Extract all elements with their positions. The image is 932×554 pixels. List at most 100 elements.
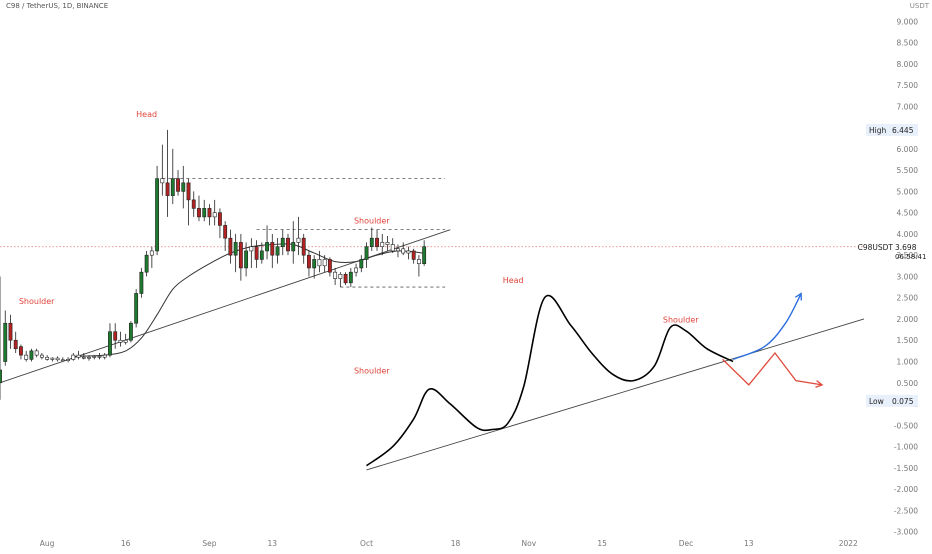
candle-body — [19, 346, 23, 356]
time-tick-label: Sep — [202, 539, 216, 548]
candle-body — [24, 354, 29, 360]
candle-body — [286, 237, 290, 252]
price-tick-label: 8.500 — [897, 39, 919, 48]
candle-body — [359, 259, 364, 269]
candle-body — [81, 356, 86, 359]
price-tick-label: 4.500 — [897, 209, 919, 218]
candle-body — [207, 208, 212, 218]
candle-body — [176, 178, 180, 192]
candle-body — [348, 271, 353, 284]
price-tick-label: 5.000 — [897, 187, 919, 196]
candle-body — [270, 242, 275, 256]
candle-body — [155, 178, 160, 252]
candle-body — [327, 259, 332, 273]
price-tick-label: 2.000 — [897, 315, 919, 324]
time-tick-label: 16 — [121, 539, 131, 548]
time-tick-label: Nov — [522, 539, 537, 548]
candle-body — [212, 212, 217, 218]
candle-body — [139, 271, 144, 294]
candle-body — [170, 178, 175, 196]
candle-body — [92, 356, 97, 358]
candle-body — [8, 322, 13, 341]
candle-body — [165, 182, 170, 196]
candle-body — [218, 212, 222, 226]
candle-body — [312, 259, 317, 269]
bearish-arrow-head — [815, 380, 824, 388]
candle-body — [369, 237, 374, 247]
low-badge-label: Low — [869, 397, 884, 406]
price-tick-label: -2.500 — [894, 506, 918, 515]
low-badge-label-bg — [866, 394, 918, 407]
candle-body — [50, 357, 55, 360]
candle-body — [0, 369, 2, 384]
candle-body — [259, 250, 264, 260]
candle-body — [149, 250, 154, 256]
candle-body — [87, 356, 91, 359]
candle-body — [244, 250, 249, 269]
candle-body — [249, 246, 254, 252]
time-tick-label: Dec — [679, 539, 694, 548]
time-tick-label: 13 — [268, 539, 278, 548]
candle-body — [364, 246, 369, 260]
candle-body — [333, 271, 338, 279]
candle-countdown: 06:58:41 — [895, 253, 926, 261]
high-badge-label-bg — [866, 123, 918, 136]
pattern-label: Head — [503, 276, 524, 285]
candle-body — [113, 331, 118, 341]
price-tick-label: 1.500 — [897, 336, 919, 345]
time-tick-label: Aug — [40, 539, 55, 548]
price-tick-label: 4.000 — [897, 230, 919, 239]
price-tick-label: 2.500 — [897, 294, 919, 303]
price-tick-label: 3.500 — [897, 251, 919, 260]
candle-body — [322, 259, 327, 267]
pattern-label: Shoulder — [663, 315, 699, 324]
pattern-label: Shoulder — [19, 297, 55, 306]
candle-body — [128, 322, 133, 341]
candle-body — [45, 356, 50, 360]
candle-body — [375, 237, 379, 247]
candle-body — [301, 237, 306, 256]
time-tick-label: 2022 — [839, 539, 858, 548]
high-badge-value: 6.445 — [892, 126, 914, 135]
price-tick-label: -1.500 — [894, 464, 918, 473]
time-tick-label: 13 — [744, 539, 754, 548]
candle-body — [343, 274, 348, 284]
price-tick-label: 9.000 — [897, 17, 919, 26]
bullish-scenario-line — [732, 293, 802, 361]
candle-body — [39, 354, 44, 358]
time-tick-label: Oct — [360, 539, 373, 548]
price-tick-label: 7.000 — [897, 102, 919, 111]
candle-body — [71, 354, 76, 360]
price-tick-label: 5.500 — [897, 166, 919, 175]
price-tick-label: -0.500 — [894, 421, 918, 430]
candle-body — [202, 208, 207, 218]
pattern-label: Shoulder — [354, 216, 390, 225]
candle-body — [317, 259, 322, 267]
candle-body — [186, 182, 191, 201]
candle-body — [307, 254, 311, 269]
symbol-price-label: C98USDT — [858, 243, 894, 252]
candle-body — [296, 237, 301, 243]
last-price-value: 3.698 — [895, 243, 917, 252]
bullish-arrow-head — [794, 292, 802, 301]
price-tick-label: 6.000 — [897, 145, 919, 154]
candle-body — [396, 248, 400, 252]
candle-body — [66, 359, 70, 361]
candle-body — [29, 350, 34, 360]
candle-body — [97, 356, 102, 358]
candle-body — [265, 242, 269, 252]
candle-body — [13, 339, 18, 350]
trendline — [366, 318, 865, 471]
candle-body — [416, 259, 421, 264]
candle-body — [422, 246, 427, 264]
currency-label[interactable]: USDT — [909, 2, 929, 10]
candle-body — [34, 350, 39, 356]
candle-body — [238, 242, 243, 269]
candle-body — [181, 182, 186, 192]
candle-body — [354, 267, 358, 273]
candle-body — [228, 237, 233, 256]
candle-body — [55, 357, 60, 361]
candle-body — [401, 248, 406, 254]
